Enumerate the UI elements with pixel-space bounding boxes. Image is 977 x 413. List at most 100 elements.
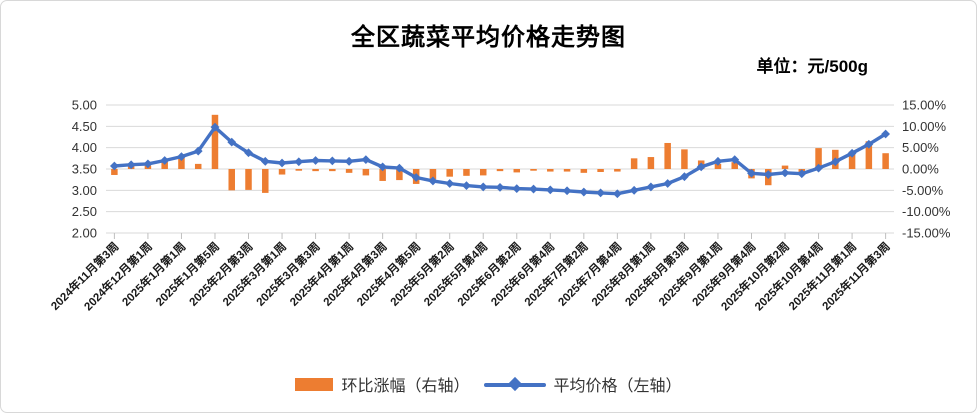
pct-change-bar (681, 149, 688, 169)
pct-change-bar (178, 156, 185, 169)
pct-change-bar (597, 169, 604, 172)
y-axis-left-tick: 4.50 (72, 119, 97, 134)
chart-title: 全区蔬菜平均价格走势图 (351, 24, 626, 51)
pct-change-bar (312, 169, 319, 172)
pct-change-bar (479, 169, 487, 176)
diamond-marker-icon (294, 157, 304, 167)
diamond-marker-icon (109, 161, 119, 171)
diamond-marker-icon (260, 156, 270, 166)
diamond-marker-icon (763, 170, 773, 179)
pct-change-bar (345, 169, 353, 173)
diamond-marker-icon (864, 139, 874, 149)
diamond-marker-icon (411, 173, 421, 182)
y-axis-left-tick: 2.50 (72, 204, 97, 219)
diamond-marker-icon (629, 185, 639, 195)
line-series-swatch (483, 376, 546, 392)
diamond-marker-icon (177, 152, 186, 162)
diamond-marker-icon (881, 129, 891, 139)
diamond-marker-icon (160, 156, 170, 165)
pct-change-bar (547, 169, 554, 172)
diamond-marker-icon (244, 148, 253, 158)
y-axis-right-tick: -5.00% (902, 183, 944, 198)
diamond-marker-icon (713, 156, 723, 166)
y-axis-left-tick: 5.00 (72, 98, 97, 113)
diamond-marker-icon (680, 172, 689, 182)
diamond-marker-icon (193, 146, 203, 156)
pct-change-bar (278, 169, 286, 175)
legend-label-bar: 环比涨幅（右轴） (341, 378, 470, 395)
diamond-marker-icon (495, 182, 505, 192)
y-axis-left-tick: 3.50 (72, 162, 97, 177)
diamond-marker-icon (378, 162, 388, 172)
diamond-marker-icon (143, 159, 153, 169)
y-axis-left-tick: 2.00 (72, 226, 97, 241)
pct-change-bar (664, 142, 671, 169)
diamond-marker-icon (663, 179, 673, 188)
diamond-marker-icon (696, 162, 706, 172)
legend-item-line-series: 平均价格（左轴） (483, 372, 682, 396)
pct-change-bar (329, 169, 336, 172)
pct-change-bar (815, 148, 822, 169)
pct-change-bar (513, 169, 521, 173)
diamond-marker-icon (730, 155, 740, 165)
y-axis-right-tick: 10.00% (902, 119, 947, 134)
pct-change-bar (496, 169, 504, 172)
diamond-marker-icon (428, 176, 438, 186)
pct-change-bar (882, 153, 889, 169)
diamond-marker-icon (612, 189, 622, 199)
pct-change-bar (262, 169, 269, 193)
diamond-marker-icon (210, 122, 220, 132)
diamond-marker-icon (596, 188, 605, 198)
diamond-marker-icon (830, 157, 840, 167)
diamond-marker-icon (847, 148, 857, 158)
y-axis-left-tick: 4.00 (72, 140, 97, 155)
pct-change-bar (245, 169, 252, 190)
diamond-marker-icon (562, 186, 572, 196)
diamond-marker-icon (797, 169, 807, 179)
pct-change-bar (781, 165, 789, 169)
legend-label-line: 平均价格（左轴） (553, 378, 682, 395)
y-axis-right-tick: 15.00% (902, 98, 947, 113)
diamond-marker-icon (747, 168, 756, 178)
pct-change-bar (362, 169, 370, 176)
pct-change-bar (848, 151, 856, 169)
diamond-marker-icon (462, 181, 471, 191)
diamond-marker-icon (579, 187, 589, 197)
pct-change-bar (563, 169, 571, 172)
diamond-marker-icon (327, 156, 337, 166)
diamond-marker-icon (780, 168, 790, 178)
pct-change-bar (530, 169, 537, 171)
diamond-marker-icon (395, 163, 404, 173)
pct-change-bar (630, 158, 638, 169)
pct-change-bar (194, 163, 202, 169)
pct-change-bar (228, 169, 235, 191)
diamond-marker-icon (277, 158, 287, 168)
diamond-marker-icon (227, 137, 237, 147)
pct-change-bar (614, 169, 621, 172)
chart-legend: 环比涨幅（右轴） 平均价格（左轴） (1, 372, 976, 396)
x-axis-ticks (113, 233, 887, 239)
y-axis-right-labels: 15.00% 10.00% 5.00% 0.00% -5.00% -10.00% -15.0… (902, 98, 951, 241)
y-axis-right-tick: 0.00% (902, 162, 939, 177)
pct-change-bar (731, 162, 738, 169)
diamond-marker-icon (512, 184, 522, 194)
pct-change-bar (463, 169, 470, 176)
diamond-marker-icon (814, 163, 823, 173)
diamond-marker-icon (646, 182, 656, 192)
pct-change-bar (396, 169, 403, 181)
pct-change-bar (580, 169, 588, 173)
gridlines (106, 104, 894, 234)
pct-change-bar (379, 169, 386, 181)
y-axis-left-labels: 5.00 4.50 4.00 3.50 3.00 2.50 2.00 (72, 98, 97, 241)
y-axis-right-tick: 5.00% (902, 140, 939, 155)
y-axis-left-tick: 3.00 (72, 183, 97, 198)
pct-change-bar (111, 169, 118, 175)
diamond-marker-icon (344, 156, 354, 166)
y-axis-right-tick: -10.00% (902, 204, 951, 219)
diamond-marker-icon (478, 182, 488, 192)
pct-change-bar (865, 141, 873, 169)
pct-change-bar (295, 169, 303, 171)
pct-change-bar (211, 114, 219, 169)
